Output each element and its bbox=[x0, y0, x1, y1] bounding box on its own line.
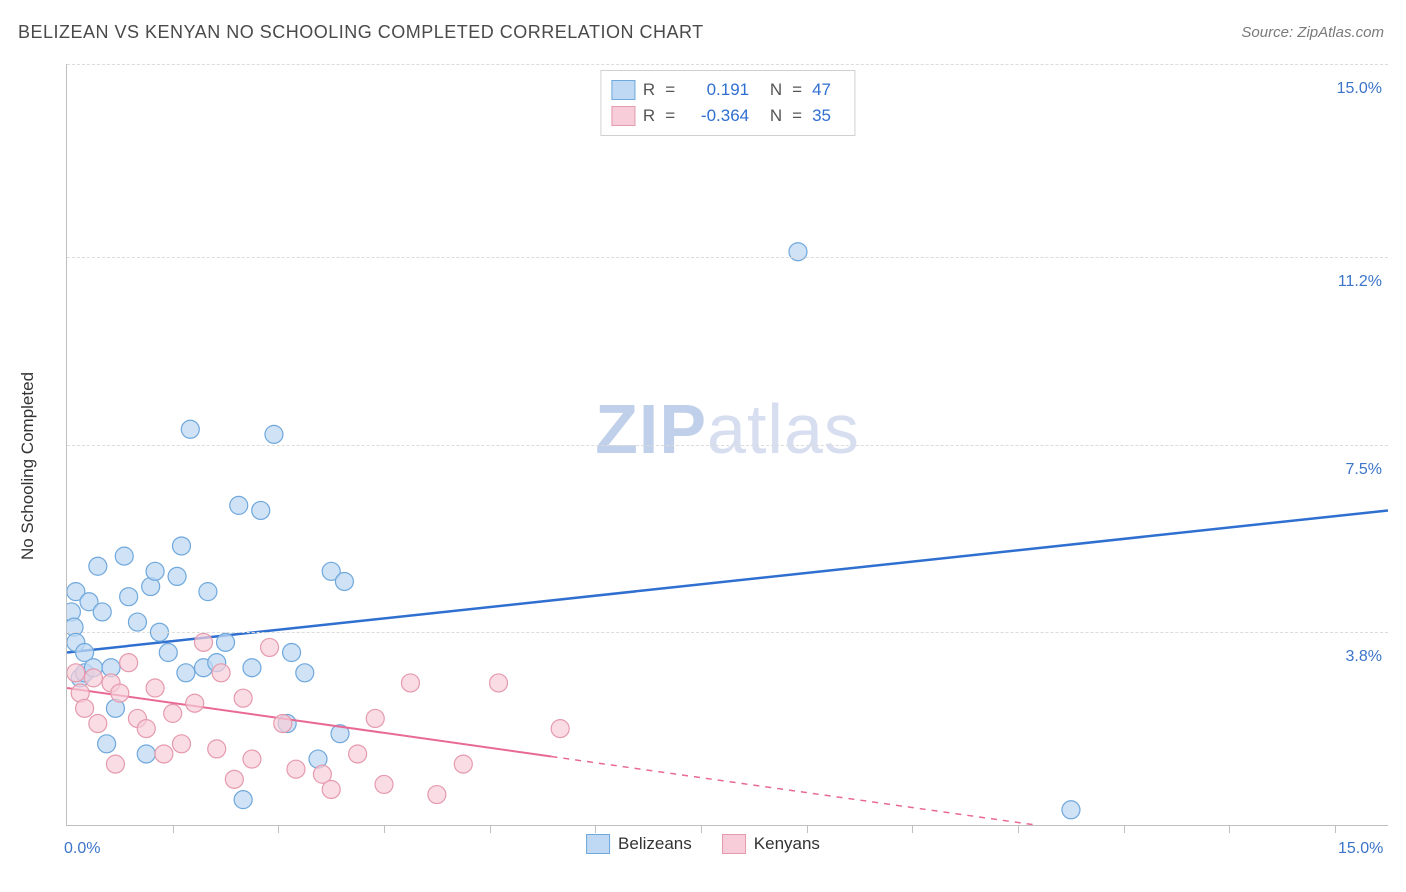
n-value-belizeans: 47 bbox=[812, 80, 840, 100]
watermark-atlas: atlas bbox=[707, 390, 860, 468]
n-value-kenyans: 35 bbox=[812, 106, 840, 126]
legend-label-belizeans: Belizeans bbox=[618, 834, 692, 854]
legend-label-kenyans: Kenyans bbox=[754, 834, 820, 854]
y-tick-label: 3.8% bbox=[1346, 648, 1382, 666]
y-tick-label: 15.0% bbox=[1337, 80, 1382, 98]
n-label: N bbox=[770, 106, 782, 126]
swatch-belizeans bbox=[611, 80, 635, 100]
plot-area: ZIPatlas R = 0.191 N = 47 R = -0.364 N = bbox=[66, 64, 1388, 826]
legend-item-kenyans: Kenyans bbox=[722, 834, 820, 854]
equals-sign: = bbox=[665, 80, 675, 100]
x-axis-max-label: 15.0% bbox=[1338, 840, 1383, 858]
source-attribution: Source: ZipAtlas.com bbox=[1241, 24, 1384, 41]
y-tick-label: 11.2% bbox=[1338, 273, 1382, 291]
equals-sign: = bbox=[792, 80, 802, 100]
r-value-belizeans: 0.191 bbox=[685, 80, 749, 100]
watermark: ZIPatlas bbox=[595, 389, 860, 469]
source-value: ZipAtlas.com bbox=[1297, 24, 1384, 41]
r-label: R bbox=[643, 106, 655, 126]
series-legend: Belizeans Kenyans bbox=[586, 834, 820, 854]
n-label: N bbox=[770, 80, 782, 100]
legend-item-belizeans: Belizeans bbox=[586, 834, 692, 854]
swatch-kenyans bbox=[611, 106, 635, 126]
stats-row-belizeans: R = 0.191 N = 47 bbox=[611, 77, 840, 103]
r-label: R bbox=[643, 80, 655, 100]
chart-container: No Schooling Completed ZIPatlas R = 0.19… bbox=[18, 58, 1388, 874]
watermark-zip: ZIP bbox=[595, 390, 707, 468]
chart-title: BELIZEAN VS KENYAN NO SCHOOLING COMPLETE… bbox=[18, 22, 704, 43]
stats-legend: R = 0.191 N = 47 R = -0.364 N = 35 bbox=[600, 70, 855, 136]
swatch-kenyans bbox=[722, 834, 746, 854]
source-label: Source: bbox=[1241, 24, 1293, 41]
equals-sign: = bbox=[665, 106, 675, 126]
r-value-kenyans: -0.364 bbox=[685, 106, 749, 126]
y-axis-label: No Schooling Completed bbox=[18, 372, 38, 560]
swatch-belizeans bbox=[586, 834, 610, 854]
equals-sign: = bbox=[792, 106, 802, 126]
stats-row-kenyans: R = -0.364 N = 35 bbox=[611, 103, 840, 129]
y-tick-label: 7.5% bbox=[1346, 461, 1382, 479]
x-axis-min-label: 0.0% bbox=[64, 840, 100, 858]
